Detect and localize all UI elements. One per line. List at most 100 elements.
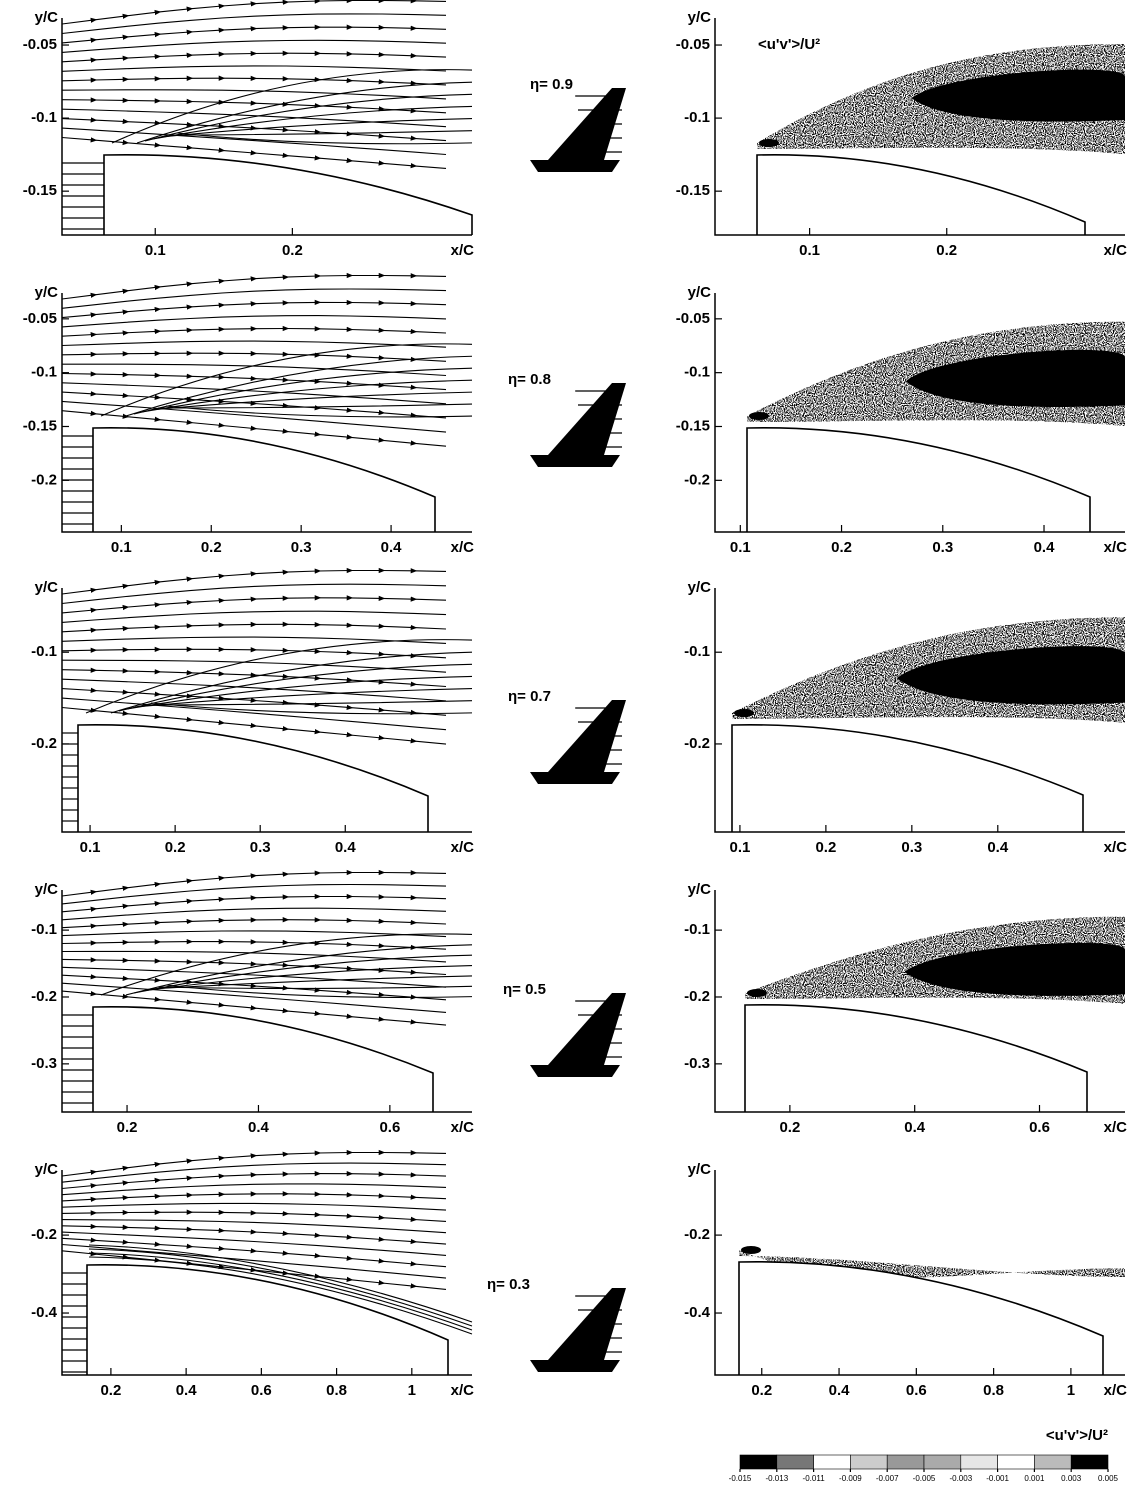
recirculation-line (152, 105, 473, 140)
recirculation-line (160, 118, 473, 138)
x-tick-label: 0.2 (831, 539, 852, 556)
recirculation-line (157, 985, 473, 990)
x-tick-label: 0.4 (904, 1119, 926, 1136)
x-tick-label: 0.2 (751, 1382, 772, 1399)
colorbar-bin (850, 1454, 888, 1470)
x-axis-label: x/C (451, 1119, 475, 1136)
streamline (61, 1191, 447, 1203)
recirculation-line (149, 391, 473, 411)
y-tick-label: -0.15 (23, 182, 57, 199)
span-station-label: η= 0.3 (487, 1276, 530, 1293)
streamline (61, 371, 447, 391)
y-tick-label: -0.1 (31, 643, 57, 660)
streamline (61, 340, 447, 348)
recirculation-line (149, 975, 473, 990)
recirculation-line (134, 688, 473, 708)
recirculation-line (118, 663, 473, 712)
streamline (61, 315, 447, 328)
y-tick-label: -0.1 (684, 643, 710, 660)
y-tick-label: -0.2 (31, 988, 57, 1005)
wing-icon (530, 993, 626, 1077)
colorbar-bin (739, 1454, 778, 1470)
streamline (61, 1237, 447, 1268)
shear-layer (100, 343, 473, 417)
x-tick-label: 0.2 (100, 1382, 121, 1399)
leading-edge-spot (749, 412, 769, 420)
x-tick-label: 0.2 (282, 242, 303, 259)
wing-body (103, 153, 473, 235)
streamline (61, 869, 447, 897)
axis-line (61, 18, 472, 236)
y-axis-label: y/C (35, 1161, 59, 1178)
x-tick-label: 0.4 (381, 539, 403, 556)
axis-line (61, 890, 472, 1113)
streamline (61, 883, 447, 905)
x-tick-label: 0.4 (987, 839, 1009, 856)
recirculation-line (144, 93, 473, 142)
y-tick-label: -0.2 (684, 471, 710, 488)
streamline (61, 667, 447, 688)
y-tick-label: -0.4 (31, 1304, 58, 1321)
x-tick-label: 0.4 (829, 1382, 851, 1399)
x-tick-label: 1 (1067, 1382, 1075, 1399)
streamline (61, 136, 447, 169)
x-tick-label: 0.8 (326, 1382, 347, 1399)
y-axis-label: y/C (688, 284, 712, 301)
x-tick-label: 0.1 (730, 539, 751, 556)
wing-icon-base (530, 160, 620, 172)
x-tick-label: 0.3 (901, 839, 922, 856)
y-tick-label: -0.05 (676, 310, 710, 327)
span-station-label: η= 0.8 (508, 371, 551, 388)
x-tick-label: 0.6 (379, 1119, 400, 1136)
y-axis-label: y/C (688, 1161, 712, 1178)
contour-panel: 0.1 0.2 0.3 0.4 -0.05 -0.1 -0.15 -0.2 y/C x/C (676, 284, 1127, 556)
streamline (61, 1209, 447, 1222)
y-tick-label: -0.1 (684, 921, 710, 938)
streamline (61, 1219, 447, 1234)
recirculation-line (176, 132, 473, 145)
leading-edge-spot (747, 989, 767, 997)
colorbar-bin (997, 1454, 1035, 1470)
x-tick-label: 0.4 (176, 1382, 198, 1399)
recirculation-line (125, 355, 473, 417)
streamline (61, 65, 447, 72)
colorbar-tick-label: -0.011 (803, 1474, 826, 1483)
panel-annotation: <u'v'>/U² (758, 36, 820, 53)
x-tick-label: 0.2 (779, 1119, 800, 1136)
x-axis-label: x/C (451, 242, 475, 259)
y-tick-label: -0.3 (31, 1055, 57, 1072)
wing-body (77, 723, 429, 832)
colorbar-tick-label: -0.003 (949, 1474, 972, 1483)
colorbar-tick-label: -0.009 (839, 1474, 862, 1483)
colorbar: -0.015 -0.013 -0.011 -0.009 -0.007 -0.005 -0.0… (729, 1427, 1119, 1483)
leading-edge-spot (759, 139, 779, 147)
y-axis-label: y/C (688, 9, 712, 26)
wing-body (756, 153, 1086, 235)
axis-line (714, 890, 1125, 1113)
y-axis-label: y/C (35, 881, 59, 898)
x-tick-label: 0.2 (936, 242, 957, 259)
streamline (61, 907, 447, 921)
x-tick-label: 0.3 (250, 839, 271, 856)
axis-line (714, 588, 1125, 833)
recirculation-line (157, 403, 473, 409)
contour-panel: 0.2 0.4 0.6 0.8 1 -0.2 -0.4 y/C x/C (684, 1161, 1127, 1399)
x-tick-label: 0.1 (145, 242, 166, 259)
x-axis-label: x/C (1104, 1119, 1128, 1136)
y-axis-label: y/C (35, 9, 59, 26)
colorbar-bin (886, 1454, 925, 1470)
recirculation-line (126, 675, 473, 710)
stress-core (904, 942, 1125, 996)
streamline (61, 636, 447, 644)
x-axis-label: x/C (451, 839, 475, 856)
streamline (61, 1170, 447, 1190)
wing-body (746, 426, 1091, 532)
streamline (61, 917, 447, 929)
colorbar-bin (1034, 1454, 1072, 1470)
wing-body (92, 426, 436, 532)
y-axis-label: y/C (688, 579, 712, 596)
streamline (61, 75, 447, 86)
wing-body (86, 1264, 449, 1375)
streamline (61, 706, 447, 745)
